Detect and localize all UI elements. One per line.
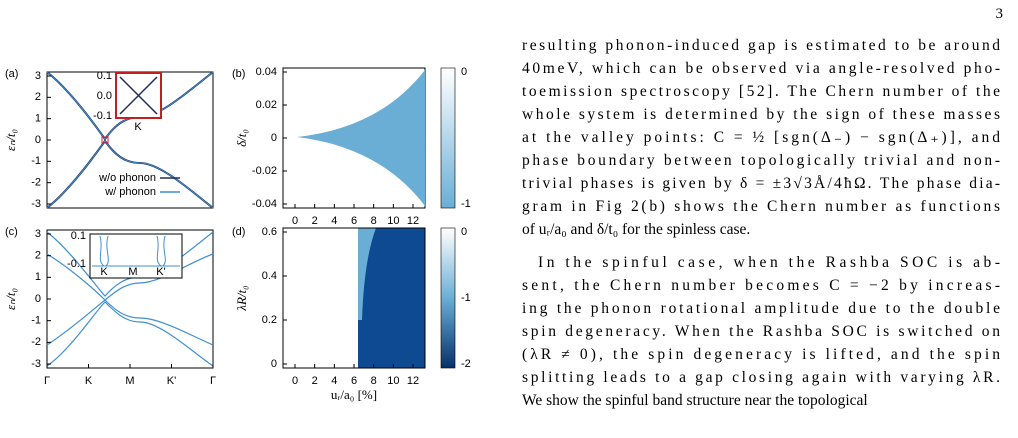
y-tick-label: 2: [35, 250, 41, 262]
y-tick-label: 0: [35, 293, 41, 305]
inset-tick-label: 0.0: [97, 90, 112, 102]
phase-region: [358, 228, 376, 320]
text-line: toemission spectroscopy [52]. The Chern …: [522, 83, 1000, 100]
y-axis-label: δ/t₀: [234, 129, 249, 147]
text-line: gram in Fig 2(b) shows the Chern number …: [522, 198, 1000, 215]
inset-tick-label: -0.1: [67, 258, 86, 270]
text-line: trivial phases is given by δ = ±3√3Å/4ħΩ…: [522, 175, 1000, 192]
y-axis-label: εₙ/t₀: [3, 129, 18, 151]
text-line: at the valley points: C = ½ [sgn(Δ₋) − s…: [522, 129, 1000, 146]
inset-tick-label: K': [156, 266, 165, 278]
y-axis-label: λR/t₀: [234, 285, 249, 311]
legend-label: w/o phonon: [98, 172, 156, 184]
y-tick-label: 2: [35, 91, 41, 103]
y-tick-label: 0: [271, 358, 277, 370]
inset-tick-label: M: [128, 266, 137, 278]
text-line: sent, the Chern number becomes C = −2 by…: [522, 277, 1000, 294]
inset-curve: [119, 76, 158, 115]
text-line: (λR ≠ 0), the spin degeneracy is lifted,…: [522, 346, 1000, 363]
y-tick-label: 0.4: [262, 270, 277, 282]
band-curve: [46, 140, 214, 209]
y-tick-label: 0: [35, 134, 41, 146]
inset-tick-label: 0.1: [71, 230, 86, 242]
x-tick-label: 4: [331, 215, 337, 227]
text-line: of uᵣ/a₀ and δ/t₀ for the spinless case.: [522, 221, 750, 238]
y-tick-label: 1: [35, 271, 41, 283]
zoom-marker: [101, 136, 109, 144]
x-tick-label: 0: [292, 375, 298, 387]
colorbar: [440, 227, 456, 369]
text-line: phase boundary between topologically tri…: [522, 152, 1000, 169]
inset-tick-label: 0.1: [97, 70, 112, 82]
y-tick-label: 0.6: [262, 226, 277, 238]
text-line: ing the phonon rotational amplitude due …: [522, 300, 1000, 317]
text-line: splitting leads to a gap closing again w…: [522, 369, 1000, 386]
band-curve: [46, 71, 214, 140]
x-tick-label: 0: [292, 215, 298, 227]
y-tick-label: 3: [35, 70, 41, 82]
text-line: whole system is determined by the sign o…: [522, 106, 1000, 123]
inset-label: K: [134, 121, 142, 133]
x-tick-label: K: [85, 375, 93, 387]
y-tick-label: -2: [31, 336, 41, 348]
x-tick-label: Γ: [44, 375, 50, 387]
x-tick-label: 2: [312, 215, 318, 227]
body-text: resulting phonon-induced gap is estimate…: [522, 37, 1000, 409]
x-tick-label: 8: [371, 375, 377, 387]
y-tick-label: -2: [31, 177, 41, 189]
x-tick-label: 12: [407, 215, 419, 227]
x-tick-label: K': [167, 375, 176, 387]
inset-frame: [89, 233, 183, 279]
x-tick-label: Γ: [210, 375, 216, 387]
inset-tick-label: -0.1: [93, 110, 112, 122]
legend-label: w/ phonon: [104, 186, 156, 198]
colorbar-tick-label: -2: [461, 358, 471, 370]
panel-label: (b): [232, 68, 245, 80]
page-number: 3: [996, 6, 1004, 22]
x-tick-label: 6: [351, 375, 357, 387]
y-tick-label: -1: [31, 155, 41, 167]
x-tick-label: 6: [351, 215, 357, 227]
x-tick-label: M: [125, 375, 134, 387]
y-tick-label: -0.04: [252, 198, 277, 210]
colorbar-tick-label: -1: [461, 198, 471, 210]
text-line: 40meV, which can be observed via angle-r…: [522, 60, 1000, 77]
colorbar-tick-label: 0: [461, 226, 467, 238]
y-tick-label: -3: [31, 198, 41, 210]
y-tick-label: 3: [35, 228, 41, 240]
text-line: We show the spinful band structure near …: [522, 392, 868, 409]
colorbar-tick-label: -1: [461, 292, 471, 304]
y-tick-label: -1: [31, 315, 41, 327]
colorbar-tick-label: 0: [461, 66, 467, 78]
y-tick-label: 1: [35, 113, 41, 125]
panel-label: (a): [5, 68, 18, 80]
inset-curve: [92, 235, 180, 267]
x-tick-label: 2: [312, 375, 318, 387]
phase-region: [297, 70, 425, 206]
y-tick-label: 0.04: [256, 66, 277, 78]
x-tick-label: 10: [387, 215, 399, 227]
x-tick-label: 10: [387, 375, 399, 387]
colorbar: [440, 67, 456, 209]
y-tick-label: 0.02: [256, 99, 277, 111]
x-tick-label: 8: [371, 215, 377, 227]
x-tick-label: 12: [407, 375, 419, 387]
y-tick-label: -0.02: [252, 165, 277, 177]
text-line: In the spinful case, when the Rashba SOC…: [538, 254, 1000, 271]
y-axis-label: εₙ/t₀: [3, 288, 18, 310]
panel-label: (d): [232, 226, 245, 238]
panel-label: (c): [5, 226, 18, 238]
inset-tick-label: K: [100, 266, 108, 278]
x-tick-label: 4: [331, 375, 337, 387]
text-line: resulting phonon-induced gap is estimate…: [522, 37, 1000, 54]
y-tick-label: -3: [31, 358, 41, 370]
y-tick-label: 0.2: [262, 314, 277, 326]
y-tick-label: 0: [271, 132, 277, 144]
text-line: spin degeneracy. When the Rashba SOC is …: [522, 323, 1000, 340]
x-axis-label: uᵣ/a₀ [%]: [331, 387, 377, 402]
